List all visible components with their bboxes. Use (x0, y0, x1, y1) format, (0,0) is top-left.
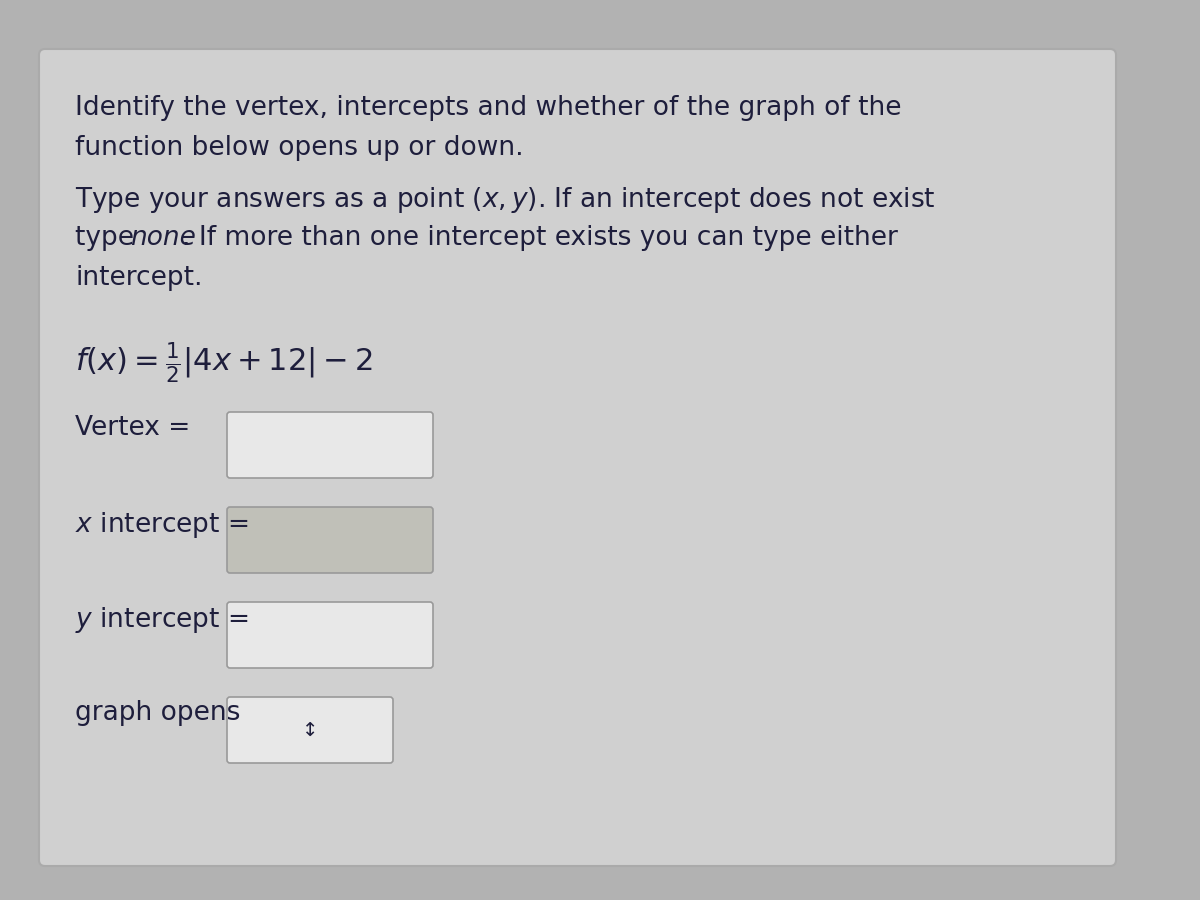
FancyBboxPatch shape (38, 49, 1116, 866)
Text: Vertex =: Vertex = (74, 415, 191, 441)
Text: ↕: ↕ (302, 721, 318, 740)
Text: $f(x) = \frac{1}{2}|4x + 12| - 2$: $f(x) = \frac{1}{2}|4x + 12| - 2$ (74, 340, 372, 385)
FancyBboxPatch shape (227, 507, 433, 573)
FancyBboxPatch shape (227, 602, 433, 668)
Text: graph opens: graph opens (74, 700, 240, 726)
Text: . If more than one intercept exists you can type either: . If more than one intercept exists you … (182, 225, 898, 251)
Text: Identify the vertex, intercepts and whether of the graph of the: Identify the vertex, intercepts and whet… (74, 95, 901, 121)
FancyBboxPatch shape (227, 412, 433, 478)
Text: $y$ intercept =: $y$ intercept = (74, 605, 248, 635)
FancyBboxPatch shape (227, 697, 394, 763)
Text: type: type (74, 225, 143, 251)
Text: function below opens up or down.: function below opens up or down. (74, 135, 523, 161)
Text: Type your answers as a point $(x, y)$. If an intercept does not exist: Type your answers as a point $(x, y)$. I… (74, 185, 936, 215)
Text: none: none (130, 225, 196, 251)
Text: intercept.: intercept. (74, 265, 203, 291)
Text: $x$ intercept =: $x$ intercept = (74, 510, 248, 540)
